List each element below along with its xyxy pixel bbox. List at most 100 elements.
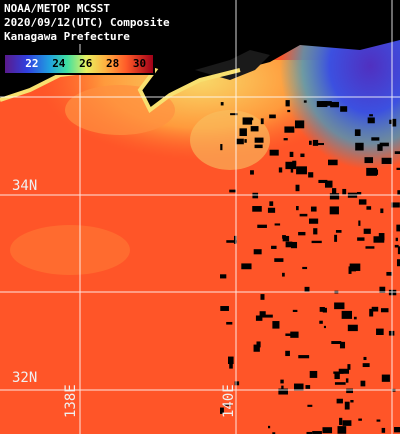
cloud bbox=[220, 102, 224, 106]
cloud bbox=[274, 258, 284, 262]
cloud bbox=[298, 355, 310, 359]
cloud bbox=[395, 237, 398, 242]
cloud bbox=[229, 361, 233, 369]
cloud bbox=[367, 117, 375, 124]
colorbar-label: 22 bbox=[25, 57, 38, 70]
cloud bbox=[220, 274, 227, 279]
colorbar-label: 26 bbox=[79, 57, 93, 70]
cloud bbox=[230, 113, 238, 116]
cloud bbox=[306, 431, 313, 434]
cloud bbox=[337, 426, 347, 434]
cloud bbox=[257, 224, 267, 228]
cloud bbox=[229, 189, 237, 193]
cloud bbox=[373, 236, 385, 243]
cloud bbox=[292, 309, 298, 313]
cloud bbox=[282, 235, 286, 239]
cloud bbox=[332, 188, 337, 195]
cloud bbox=[389, 119, 393, 124]
cloud bbox=[342, 420, 352, 426]
cloud bbox=[339, 341, 346, 349]
cloud bbox=[244, 139, 247, 143]
title-box: NOAA/METOP MCSST 2020/09/12(UTC) Composi… bbox=[0, 0, 188, 44]
cloud bbox=[346, 388, 354, 394]
cloud bbox=[281, 385, 284, 392]
cloud bbox=[386, 271, 393, 276]
cloud bbox=[319, 306, 325, 312]
cloud bbox=[379, 142, 389, 147]
cloud bbox=[269, 114, 276, 119]
cloud bbox=[329, 206, 339, 215]
cloud bbox=[296, 166, 307, 175]
cloud bbox=[260, 294, 265, 300]
cloud bbox=[357, 237, 365, 241]
cloud bbox=[253, 249, 262, 255]
cloud bbox=[284, 126, 295, 133]
colorbar: 22 24 26 28 30 bbox=[3, 53, 155, 75]
cloud bbox=[289, 151, 294, 157]
cloud bbox=[312, 431, 322, 434]
cloud-mask bbox=[220, 100, 400, 434]
cloud bbox=[310, 206, 317, 212]
cloud bbox=[272, 432, 276, 434]
cloud bbox=[380, 308, 389, 313]
cloud bbox=[369, 114, 373, 117]
cloud bbox=[371, 137, 380, 141]
cloud bbox=[371, 306, 379, 312]
cloud bbox=[358, 418, 362, 421]
cloud bbox=[396, 224, 400, 232]
cloud bbox=[339, 417, 343, 425]
cloud bbox=[324, 180, 333, 188]
cloud bbox=[272, 321, 280, 329]
cloud bbox=[377, 144, 383, 151]
cloud bbox=[369, 169, 379, 175]
cloud bbox=[321, 101, 332, 106]
title-line: Kanagawa Prefecture bbox=[4, 30, 130, 43]
cloud bbox=[344, 401, 350, 410]
cloud bbox=[294, 120, 305, 129]
cloud bbox=[285, 350, 290, 357]
cloud bbox=[298, 231, 306, 236]
cloud bbox=[358, 220, 361, 226]
title-line: 2020/09/12(UTC) Composite bbox=[4, 16, 170, 29]
cloud bbox=[311, 240, 322, 244]
cloud bbox=[369, 308, 374, 317]
cloud bbox=[269, 149, 279, 156]
cloud bbox=[285, 241, 293, 248]
colorbar-label: 30 bbox=[133, 57, 146, 70]
cloud bbox=[364, 157, 374, 164]
cloud bbox=[322, 427, 333, 434]
cloud bbox=[318, 179, 328, 184]
cloud bbox=[381, 374, 390, 382]
cloud bbox=[397, 246, 400, 255]
cloud bbox=[295, 184, 300, 192]
cloud bbox=[380, 208, 384, 214]
cloud bbox=[283, 138, 288, 141]
colorbar-label: 24 bbox=[52, 57, 66, 70]
cloud bbox=[285, 161, 297, 170]
cloud bbox=[242, 117, 253, 125]
cloud bbox=[299, 213, 308, 217]
lon-label: 138E bbox=[63, 384, 79, 418]
cloud bbox=[239, 128, 247, 137]
cloud bbox=[319, 320, 323, 324]
cloud bbox=[220, 144, 223, 151]
cloud bbox=[333, 371, 344, 374]
cloud bbox=[312, 139, 319, 146]
cloud bbox=[308, 218, 319, 224]
cloud bbox=[278, 167, 283, 173]
cloud bbox=[363, 228, 371, 234]
cloud bbox=[294, 383, 304, 391]
cloud bbox=[255, 315, 263, 321]
cloud bbox=[362, 363, 370, 368]
cloud bbox=[256, 341, 261, 348]
cloud bbox=[227, 356, 234, 365]
cloud bbox=[338, 368, 350, 374]
cloud bbox=[307, 404, 313, 407]
cloud bbox=[330, 101, 339, 108]
cloud bbox=[285, 333, 292, 336]
cloud bbox=[340, 106, 348, 112]
cloud bbox=[226, 240, 237, 243]
colorbar-label: 28 bbox=[106, 57, 119, 70]
cloud bbox=[250, 126, 259, 132]
